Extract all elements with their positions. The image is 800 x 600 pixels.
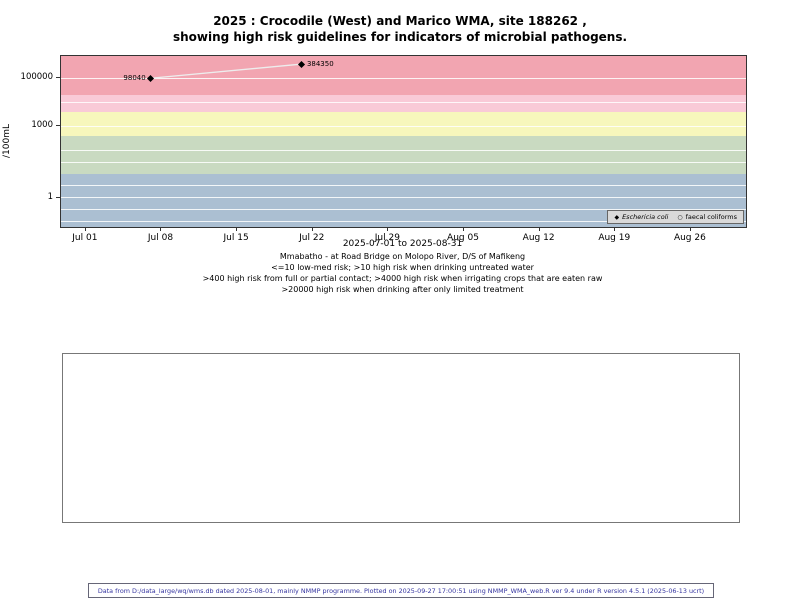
caption-risk-line3: >20000 high risk when drinking after onl… bbox=[281, 285, 524, 294]
risk-band bbox=[61, 94, 746, 112]
gridline bbox=[61, 221, 746, 223]
gridline bbox=[61, 185, 746, 187]
legend-label-faecal-coliforms: faecal coliforms bbox=[685, 213, 737, 221]
x-axis-label: 2025-07-01 to 2025-08-31 bbox=[342, 239, 463, 249]
chart-title-line1: 2025 : Crocodile (West) and Marico WMA, … bbox=[213, 14, 587, 28]
x-tick-label: Aug 12 bbox=[522, 233, 555, 243]
x-tick-mark bbox=[689, 227, 691, 231]
y-tick-mark bbox=[56, 125, 60, 127]
circle-marker-icon: ○ bbox=[677, 214, 683, 221]
x-axis: Jul 01 Jul 08 Jul 15 Jul 22 Jul 29 Aug 05 Aug … bbox=[60, 227, 745, 247]
caption-risk-line2: >400 high risk from full or partial cont… bbox=[202, 274, 603, 283]
x-tick-label: Jul 08 bbox=[147, 233, 174, 243]
chart-title: 2025 : Crocodile (West) and Marico WMA, … bbox=[0, 13, 800, 45]
empty-panel bbox=[62, 353, 740, 523]
diamond-marker-icon: ◆ bbox=[614, 214, 620, 221]
y-tick-mark bbox=[56, 77, 60, 79]
x-tick-mark bbox=[387, 227, 389, 231]
caption-site: Mmabatho - at Road Bridge on Molopo Rive… bbox=[279, 252, 526, 261]
x-tick-mark bbox=[84, 227, 86, 231]
legend-label-ecoli: Eschericia coli bbox=[622, 213, 669, 221]
series-line bbox=[150, 63, 302, 79]
gridline bbox=[61, 149, 746, 151]
x-tick-mark bbox=[311, 227, 313, 231]
x-tick-mark bbox=[614, 227, 616, 231]
y-axis: 100000 1000 1 bbox=[0, 55, 60, 226]
legend: ◆ Eschericia coli ○ faecal coliforms bbox=[607, 210, 744, 224]
gridline bbox=[61, 161, 746, 163]
risk-band bbox=[61, 135, 746, 174]
y-tick-label: 100000 bbox=[20, 72, 53, 83]
x-tick-label: Aug 05 bbox=[447, 233, 479, 243]
x-tick-mark bbox=[538, 227, 540, 231]
gridline bbox=[61, 209, 746, 211]
x-tick-label: Jul 22 bbox=[299, 233, 325, 243]
x-tick-mark bbox=[463, 227, 464, 231]
gridline bbox=[61, 197, 746, 199]
risk-band bbox=[61, 111, 746, 136]
x-tick-mark bbox=[160, 227, 162, 231]
data-point-label: 98040 bbox=[123, 74, 146, 83]
legend-item-ecoli: ◆ Eschericia coli bbox=[614, 213, 668, 221]
x-tick-mark bbox=[236, 227, 238, 231]
y-tick-label: 1 bbox=[47, 191, 53, 202]
plot-area: ◆ Eschericia coli ○ faecal coliforms 98040… bbox=[60, 55, 747, 228]
x-tick-label: Jul 29 bbox=[374, 233, 400, 243]
chart-title-line2: showing high risk guidelines for indicat… bbox=[172, 30, 628, 44]
gridline bbox=[61, 101, 746, 103]
footer-box: Data from D:/data_large/wq/wms.db dated … bbox=[88, 583, 714, 598]
data-point-label: 384350 bbox=[306, 60, 334, 69]
x-tick-label: Aug 26 bbox=[673, 233, 706, 243]
x-tick-label: Jul 01 bbox=[72, 233, 98, 243]
caption-block: Mmabatho - at Road Bridge on Molopo Rive… bbox=[60, 251, 745, 295]
y-tick-mark bbox=[56, 196, 60, 198]
caption-risk-line1: <=10 low-med risk; >10 high risk when dr… bbox=[271, 263, 534, 272]
x-tick-label: Jul 15 bbox=[223, 233, 249, 243]
x-tick-label: Aug 19 bbox=[598, 233, 631, 243]
gridline bbox=[61, 125, 746, 127]
footer-text: Data from D:/data_large/wq/wms.db dated … bbox=[97, 586, 705, 595]
gridline bbox=[61, 77, 746, 79]
y-tick-label: 1000 bbox=[31, 120, 53, 131]
legend-item-faecal-coliforms: ○ faecal coliforms bbox=[677, 213, 737, 221]
